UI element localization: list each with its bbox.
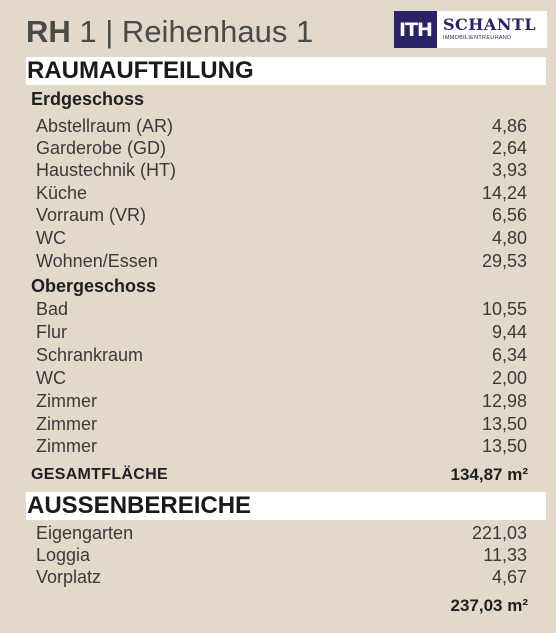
room-area: 2,64 <box>491 138 527 158</box>
room-area: 3,93 <box>491 160 527 180</box>
logo-brand: SCHANTL <box>443 15 537 35</box>
room-area: 13,50 <box>481 436 527 456</box>
room-area: 10,55 <box>481 299 527 319</box>
area-value: 4,67 <box>491 567 527 587</box>
table-row: Zimmer 13,50 <box>36 413 527 436</box>
table-row: Wohnen/Essen 29,53 <box>36 250 527 273</box>
table-row: WC 2,00 <box>36 367 527 390</box>
room-area: 14,24 <box>481 183 527 203</box>
room-name: Zimmer <box>36 414 97 434</box>
area-name: Eigengarten <box>36 523 134 543</box>
room-name: Küche <box>36 183 88 203</box>
area-value: 221,03 <box>471 523 527 543</box>
room-name: Flur <box>36 322 67 342</box>
room-name: Vorraum (VR) <box>36 205 147 225</box>
company-logo: ITH SCHANTL IMMOBILIENTREUHAND <box>394 11 547 48</box>
room-area: 13,50 <box>481 414 527 434</box>
room-area: 6,34 <box>491 345 527 365</box>
outdoor-total-row: 237,03 m² <box>31 595 529 617</box>
table-row: Schrankraum 6,34 <box>36 344 527 367</box>
table-row: Flur 9,44 <box>36 321 527 344</box>
total-label: GESAMTFLÄCHE <box>31 466 168 483</box>
room-area: 2,00 <box>491 368 527 388</box>
title-code: RH <box>26 14 71 49</box>
table-row: Garderobe (GD) 2,64 <box>36 137 527 160</box>
section-heading-aussenbereiche: AUSSENBEREICHE <box>26 492 546 520</box>
room-area: 4,80 <box>491 228 527 248</box>
room-name: Zimmer <box>36 436 97 456</box>
room-area: 9,44 <box>491 322 527 342</box>
logo-mark-icon: ITH <box>394 11 437 48</box>
room-area: 6,56 <box>491 205 527 225</box>
table-row: Zimmer 13,50 <box>36 435 527 458</box>
room-name: WC <box>36 368 66 388</box>
room-name: Garderobe (GD) <box>36 138 167 158</box>
room-name: WC <box>36 228 66 248</box>
room-area: 12,98 <box>481 391 527 411</box>
group-heading-obergeschoss: Obergeschoss <box>31 276 157 296</box>
room-name: Wohnen/Essen <box>36 251 158 271</box>
page-title: RH 1 | Reihenhaus 1 <box>26 14 313 50</box>
table-row: Vorraum (VR) 6,56 <box>36 204 527 227</box>
table-row: Eigengarten 221,03 <box>36 522 527 545</box>
area-value: 11,33 <box>483 545 527 565</box>
room-area: 29,53 <box>481 251 527 271</box>
room-name: Haustechnik (HT) <box>36 160 177 180</box>
total-row: GESAMTFLÄCHE 134,87 m² <box>31 464 528 486</box>
area-name: Loggia <box>36 545 91 565</box>
table-row: Abstellraum (AR) 4,86 <box>36 115 527 138</box>
area-name: Vorplatz <box>36 567 102 587</box>
title-name: 1 | Reihenhaus 1 <box>79 14 314 49</box>
table-row: Küche 14,24 <box>36 182 527 205</box>
section-heading-raumaufteilung: RAUMAUFTEILUNG <box>26 57 546 85</box>
group-heading-erdgeschoss: Erdgeschoss <box>31 89 145 109</box>
total-value: 134,87 m² <box>450 465 529 484</box>
table-row: WC 4,80 <box>36 227 527 250</box>
room-name: Abstellraum (AR) <box>36 116 174 136</box>
table-row: Haustechnik (HT) 3,93 <box>36 159 527 182</box>
outdoor-total-value: 237,03 m² <box>450 596 529 615</box>
table-row: Vorplatz 4,67 <box>36 566 527 589</box>
room-area: 4,86 <box>491 116 527 136</box>
logo-subtitle: IMMOBILIENTREUHAND <box>443 35 512 42</box>
table-row: Zimmer 12,98 <box>36 390 527 413</box>
room-name: Bad <box>36 299 69 319</box>
room-name: Zimmer <box>36 391 97 411</box>
room-name: Schrankraum <box>36 345 144 365</box>
table-row: Loggia 11,33 <box>36 544 527 567</box>
table-row: Bad 10,55 <box>36 298 527 321</box>
